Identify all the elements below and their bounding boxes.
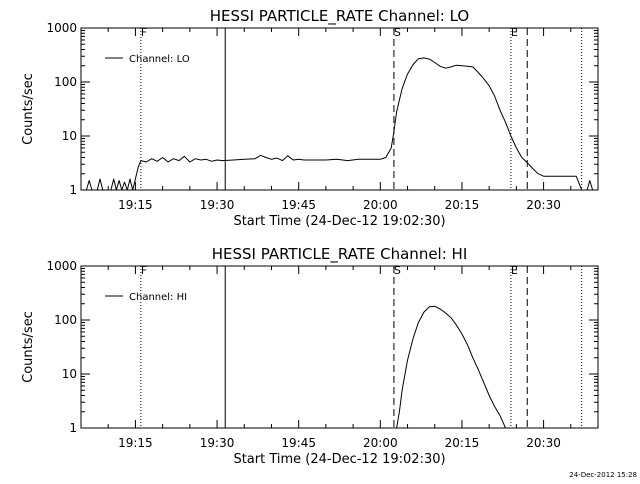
plot-frame	[80, 27, 599, 191]
y-tick-label: 100	[54, 313, 77, 327]
legend-label: Channel: LO	[129, 54, 190, 65]
generation-timestamp: 24-Dec-2012 15:28	[569, 471, 637, 479]
event-marker-label: E	[511, 264, 518, 277]
x-tick-label: 19:30	[200, 198, 235, 212]
x-tick-label: 19:15	[118, 436, 153, 450]
y-tick-label: 1000	[46, 21, 77, 35]
y-tick-label: 10	[62, 367, 77, 381]
event-marker-label: S	[394, 26, 401, 39]
chart-panel-1: HESSI PARTICLE_RATE Channel: LO Start Tim…	[21, 7, 599, 229]
event-marker-label: S	[394, 264, 401, 277]
x-tick-label: 20:30	[526, 436, 561, 450]
y-tick-label: 100	[54, 75, 77, 89]
x-axis-label: Start Time (24-Dec-12 19:02:30)	[233, 452, 445, 467]
series-line	[396, 305, 506, 429]
y-tick-label: 1000	[46, 259, 77, 273]
chart-title: HESSI PARTICLE_RATE Channel: LO	[210, 7, 469, 26]
y-tick-label: 10	[62, 129, 77, 143]
x-tick-label: 19:45	[281, 198, 316, 212]
x-tick-label: 20:30	[526, 198, 561, 212]
y-axis-label: Counts/sec	[21, 73, 36, 145]
y-tick-label: 1	[69, 421, 77, 435]
chart-panel-2: HESSI PARTICLE_RATE Channel: HI Start Tim…	[21, 245, 599, 467]
x-tick-label: 20:15	[445, 198, 480, 212]
x-tick-label: 19:45	[281, 436, 316, 450]
plot-frame	[80, 265, 599, 429]
event-marker-label: F	[141, 26, 147, 39]
x-tick-label: 20:00	[363, 198, 398, 212]
y-axis-label: Counts/sec	[21, 311, 36, 383]
legend-label: Channel: HI	[129, 292, 187, 303]
x-tick-label: 20:00	[363, 436, 398, 450]
y-tick-label: 1	[69, 183, 77, 197]
event-marker-label: E	[511, 26, 518, 39]
x-tick-label: 19:30	[200, 436, 235, 450]
series-line	[81, 57, 594, 191]
x-tick-label: 19:15	[118, 198, 153, 212]
x-axis-label: Start Time (24-Dec-12 19:02:30)	[233, 214, 445, 229]
event-marker-label: F	[141, 264, 147, 277]
chart-title: HESSI PARTICLE_RATE Channel: HI	[212, 245, 468, 264]
x-tick-label: 20:15	[445, 436, 480, 450]
